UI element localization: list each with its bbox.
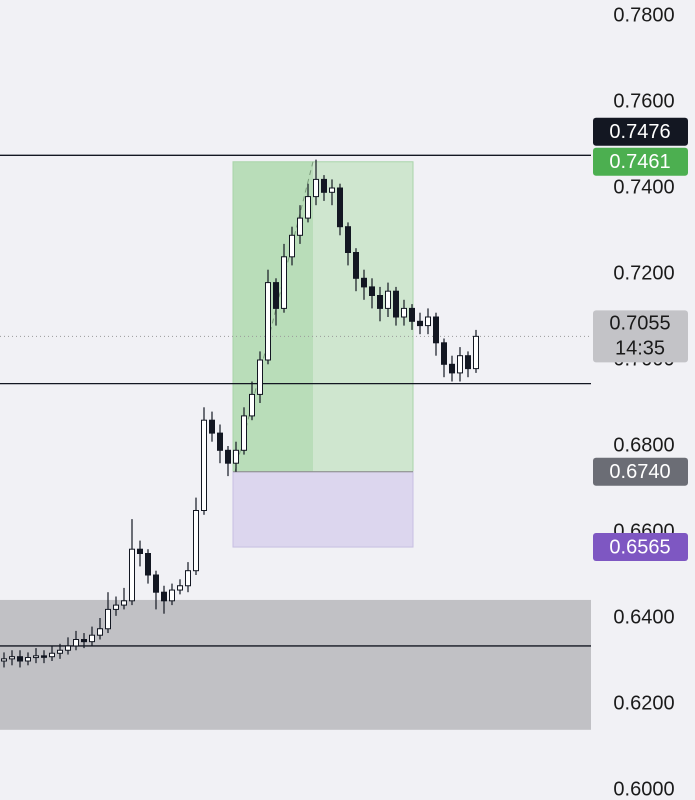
candle-body: [201, 419, 207, 512]
y-tick-label: 0.7200: [613, 262, 674, 284]
candle-body: [217, 432, 223, 451]
price-label-text: 0.7461: [609, 151, 670, 173]
candle-body: [409, 307, 415, 322]
candle-body: [417, 320, 423, 327]
candle-body: [25, 657, 31, 662]
price-label-chip: [593, 310, 688, 363]
candle-body: [1, 658, 7, 662]
candle-body: [145, 553, 151, 576]
zone: [0, 599, 591, 730]
price-label-text: 0.6565: [609, 536, 670, 558]
candle-body: [257, 359, 263, 395]
candle-body: [329, 187, 335, 193]
candle-body: [369, 286, 375, 296]
candle-body: [337, 187, 343, 228]
y-tick-label: 0.6800: [613, 434, 674, 456]
candle-body: [297, 217, 303, 236]
price-label: 0.7461: [593, 147, 688, 176]
candle-body: [105, 608, 111, 630]
candle-body: [225, 449, 231, 464]
countdown-text: 14:35: [615, 338, 665, 360]
price-label-chip: [593, 147, 688, 176]
price-label-chip: [593, 457, 688, 486]
price-label: 0.7055 14:35: [593, 310, 688, 363]
candle-body: [457, 355, 463, 374]
candle-body: [153, 574, 159, 593]
candle-body: [273, 282, 279, 309]
candle-body: [73, 639, 79, 647]
price-label-text: 0.6740: [609, 461, 670, 483]
candle-body: [265, 282, 271, 361]
candle-body: [137, 548, 143, 555]
candle-body: [441, 342, 447, 365]
y-tick-label: 0.6400: [613, 606, 674, 628]
price-label-text: 0.7055: [609, 313, 670, 335]
candle-body: [49, 652, 55, 658]
candle-body: [89, 634, 95, 643]
candle-body: [185, 570, 191, 587]
price-label-chip: [593, 533, 688, 562]
candle-body: [129, 548, 135, 602]
candle-body: [249, 393, 255, 417]
candle-body: [377, 295, 383, 309]
candle-body: [81, 639, 87, 643]
candle-body: [193, 510, 199, 572]
y-tick-label: 0.6000: [613, 778, 674, 800]
candle-body: [425, 316, 431, 327]
candle-body: [33, 655, 39, 659]
candle-body: [353, 252, 359, 279]
candle-body: [241, 415, 247, 451]
candle-body: [97, 628, 103, 636]
candle-body: [161, 591, 167, 602]
price-label-chip: [593, 117, 688, 146]
candle-body: [465, 355, 471, 370]
candle-body: [361, 277, 367, 288]
price-label: 0.7476: [593, 117, 688, 146]
loss-zone: [232, 471, 414, 548]
candle-body: [113, 604, 119, 610]
candle-body: [305, 196, 311, 219]
candle-body: [281, 256, 287, 309]
price-label: 0.6565: [593, 533, 688, 562]
candle-body: [17, 656, 23, 662]
y-tick-label: 0.6200: [613, 692, 674, 714]
candle-body: [9, 656, 15, 660]
price-label: 0.6740: [593, 457, 688, 486]
candle-body: [433, 316, 439, 344]
y-tick-label: 0.7600: [613, 90, 674, 112]
candle-body: [57, 649, 63, 654]
candle-body: [401, 307, 407, 318]
candle-body: [233, 449, 239, 464]
candle-body: [393, 290, 399, 318]
candle-body: [449, 363, 455, 374]
y-tick-label: 0.7400: [613, 176, 674, 198]
y-tick-label: 0.7800: [613, 4, 674, 26]
candle-body: [177, 585, 183, 591]
candle-body: [121, 600, 127, 606]
candle-body: [345, 226, 351, 253]
candle-body: [169, 589, 175, 602]
candle-body: [321, 178, 327, 193]
candle-body: [289, 234, 295, 258]
candle-body: [209, 419, 215, 434]
candle-body: [473, 335, 479, 370]
price-label-text: 0.7476: [609, 121, 670, 143]
candle-body: [65, 645, 71, 651]
candle-body: [385, 290, 391, 309]
candle-body: [41, 655, 47, 658]
candle-body: [313, 178, 319, 198]
